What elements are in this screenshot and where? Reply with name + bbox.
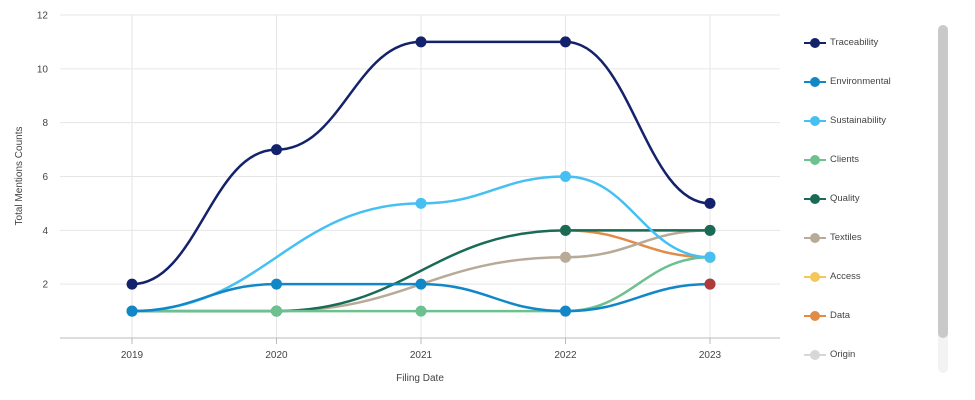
axes: 2 4 6 8 10 12 2019 2020 2021 2022 2023 bbox=[37, 11, 780, 361]
legend-swatch-icon bbox=[804, 116, 826, 126]
x-tick-label: 2023 bbox=[699, 350, 722, 361]
data-point-quality[interactable] bbox=[704, 224, 716, 236]
data-point-traceability[interactable] bbox=[704, 197, 716, 209]
legend-item-sustainability[interactable]: Sustainability bbox=[800, 106, 930, 145]
legend-scrollbar[interactable] bbox=[938, 25, 948, 373]
data-point-environmental[interactable] bbox=[126, 305, 138, 317]
y-axis-title: Total Mentions Counts bbox=[14, 127, 25, 226]
legend-swatch-dot bbox=[810, 77, 820, 87]
legend-label: Sustainability bbox=[830, 115, 886, 126]
legend-item-textiles[interactable]: Textiles bbox=[800, 223, 930, 262]
data-point-environmental[interactable] bbox=[271, 278, 282, 290]
legend-item-data[interactable]: Data bbox=[800, 301, 930, 340]
legend-swatch-icon bbox=[804, 233, 826, 243]
data-point-environmental[interactable] bbox=[560, 305, 571, 317]
legend-label: Origin bbox=[830, 349, 856, 360]
legend-label: Textiles bbox=[830, 232, 862, 243]
highlight-point[interactable] bbox=[704, 278, 716, 290]
legend-item-environmental[interactable]: Environmental bbox=[800, 67, 930, 106]
data-point-traceability[interactable] bbox=[560, 36, 571, 48]
legend-item-access[interactable]: Access bbox=[800, 262, 930, 301]
legend-label: Traceability bbox=[830, 37, 879, 48]
legend-swatch-icon bbox=[804, 155, 826, 165]
data-point-traceability[interactable] bbox=[271, 144, 282, 156]
gridlines bbox=[60, 14, 780, 338]
legend-label: Data bbox=[830, 310, 851, 321]
legend-swatch-icon bbox=[804, 194, 826, 204]
data-point-sustainability[interactable] bbox=[560, 171, 571, 182]
data-point-clients[interactable] bbox=[271, 305, 282, 317]
x-tick-label: 2020 bbox=[265, 350, 288, 361]
legend-swatch-dot bbox=[810, 38, 820, 48]
legend-swatch-dot bbox=[810, 116, 820, 126]
legend-item-quality[interactable]: Quality bbox=[800, 184, 930, 223]
data-point-traceability[interactable] bbox=[415, 36, 427, 48]
series-line-sustainability[interactable] bbox=[130, 175, 712, 313]
legend-swatch-dot bbox=[810, 311, 820, 321]
legend-swatch-icon bbox=[804, 77, 826, 87]
x-tick-label: 2021 bbox=[410, 350, 433, 361]
x-tick-label: 2019 bbox=[121, 350, 144, 361]
data-point-quality[interactable] bbox=[560, 224, 571, 236]
legend-label: Environmental bbox=[830, 76, 891, 87]
legend-label: Access bbox=[830, 271, 861, 282]
y-tick-label: 6 bbox=[42, 172, 48, 183]
legend-scroll-thumb[interactable] bbox=[938, 25, 948, 338]
legend-swatch-dot bbox=[810, 272, 820, 282]
y-tick-label: 4 bbox=[42, 226, 48, 237]
legend-item-origin[interactable]: Origin bbox=[800, 340, 930, 379]
data-point-sustainability[interactable] bbox=[704, 251, 716, 263]
legend-item-traceability[interactable]: Traceability bbox=[800, 28, 930, 67]
legend-swatch-dot bbox=[810, 350, 820, 360]
data-point-sustainability[interactable] bbox=[415, 197, 427, 209]
legend-swatch-icon bbox=[804, 272, 826, 282]
data-point-environmental[interactable] bbox=[415, 278, 427, 290]
x-tick-label: 2022 bbox=[554, 350, 577, 361]
legend-swatch-dot bbox=[810, 194, 820, 204]
legend-swatch-dot bbox=[810, 155, 820, 165]
y-tick-label: 2 bbox=[42, 280, 48, 291]
legend-swatch-icon bbox=[804, 311, 826, 321]
data-point-clients[interactable] bbox=[415, 305, 427, 317]
y-tick-label: 8 bbox=[42, 118, 48, 129]
legend-swatch-icon bbox=[804, 38, 826, 48]
series-points bbox=[126, 36, 716, 317]
y-tick-label: 10 bbox=[37, 64, 49, 75]
legend-swatch-icon bbox=[804, 350, 826, 360]
legend-label: Clients bbox=[830, 154, 860, 165]
x-axis-title: Filing Date bbox=[396, 373, 444, 384]
data-point-traceability[interactable] bbox=[126, 278, 138, 290]
legend-label: Quality bbox=[830, 193, 860, 204]
y-tick-label: 12 bbox=[37, 11, 49, 22]
legend-swatch-dot bbox=[810, 233, 820, 243]
legend-item-clients[interactable]: Clients bbox=[800, 145, 930, 184]
legend: Traceability Environmental Sustainability C… bbox=[800, 28, 930, 379]
data-point-textiles[interactable] bbox=[560, 251, 571, 263]
